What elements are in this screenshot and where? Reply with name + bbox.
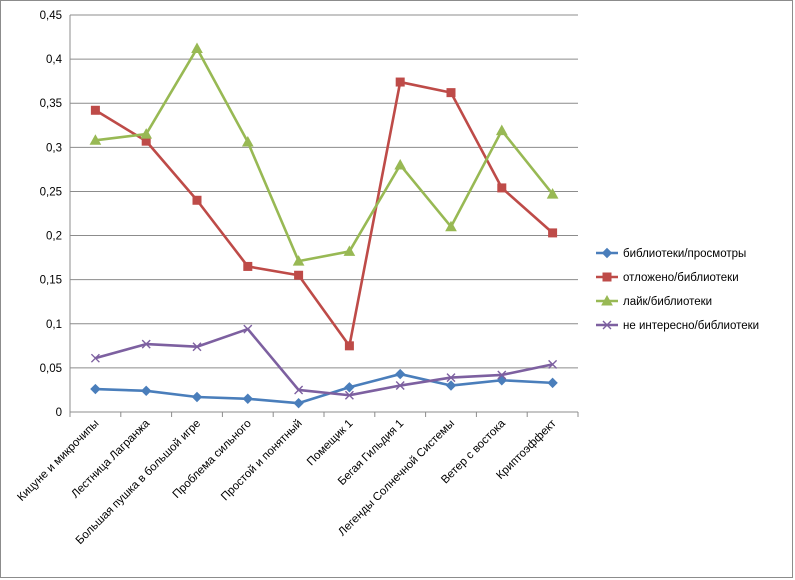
data-point bbox=[546, 188, 559, 199]
data-point bbox=[89, 134, 102, 145]
data-point bbox=[192, 342, 202, 352]
legend-marker bbox=[601, 247, 613, 259]
legend-item: библиотеки/просмотры bbox=[596, 247, 746, 260]
series-line bbox=[95, 372, 553, 405]
data-point bbox=[344, 390, 354, 400]
data-point bbox=[446, 373, 456, 383]
y-tick-label: 0,15 bbox=[40, 275, 62, 287]
data-point bbox=[445, 220, 457, 232]
series-line bbox=[94, 80, 554, 348]
data-point bbox=[191, 42, 203, 54]
y-tick-label: 0,1 bbox=[46, 319, 62, 331]
data-point bbox=[495, 124, 508, 136]
data-point bbox=[241, 136, 254, 147]
data-point bbox=[445, 380, 457, 391]
data-point bbox=[192, 195, 202, 205]
legend-item: не интересно/библиотеки bbox=[596, 320, 759, 332]
y-tick-label: 0,2 bbox=[46, 231, 62, 243]
data-point bbox=[547, 377, 558, 389]
data-point bbox=[294, 270, 304, 280]
legend: библиотеки/просмотры отложено/библиотеки л… bbox=[596, 247, 759, 332]
data-point bbox=[140, 385, 152, 397]
data-point bbox=[548, 359, 558, 369]
data-point bbox=[394, 368, 406, 380]
data-point bbox=[294, 385, 304, 395]
y-tick-label: 0,45 bbox=[40, 10, 62, 22]
legend-item: отложено/библиотеки bbox=[596, 272, 739, 284]
data-point bbox=[343, 245, 356, 256]
series-2 bbox=[90, 77, 558, 351]
legend-label: библиотеки/просмотры bbox=[623, 248, 746, 260]
data-point bbox=[344, 341, 354, 351]
series-3 bbox=[89, 42, 559, 266]
data-point bbox=[344, 382, 355, 393]
data-point bbox=[243, 261, 253, 271]
data-point bbox=[446, 88, 456, 98]
y-tick-label: 0,4 bbox=[46, 54, 63, 66]
y-tick-label: 0,3 bbox=[46, 142, 62, 154]
series-4 bbox=[90, 324, 558, 400]
data-point bbox=[394, 158, 407, 170]
legend-item: лайк/библиотеки bbox=[596, 294, 712, 308]
series-line bbox=[95, 327, 553, 397]
x-tick-label: Помещик 1 bbox=[305, 418, 356, 469]
x-tick-label: Кицуне и микрочипы bbox=[15, 418, 101, 504]
legend-marker bbox=[602, 272, 612, 282]
data-point bbox=[293, 397, 304, 409]
data-point bbox=[243, 324, 253, 334]
y-tick-label: 0 bbox=[56, 407, 62, 419]
legend-label: не интересно/библиотеки bbox=[623, 320, 759, 332]
data-point bbox=[90, 383, 101, 395]
legend-label: лайк/библиотеки bbox=[623, 296, 712, 308]
y-tick-label: 0,25 bbox=[40, 186, 62, 198]
data-point bbox=[395, 77, 405, 87]
data-point bbox=[548, 228, 558, 238]
legend-marker bbox=[602, 320, 612, 330]
data-point bbox=[90, 353, 100, 363]
data-point bbox=[140, 128, 153, 139]
legend-marker bbox=[601, 294, 613, 306]
data-point bbox=[292, 255, 305, 266]
data-point bbox=[191, 391, 203, 403]
data-point bbox=[497, 370, 507, 380]
series-line bbox=[95, 47, 554, 263]
data-point bbox=[395, 381, 405, 391]
data-point bbox=[242, 393, 254, 404]
legend-label: отложено/библиотеки bbox=[623, 272, 739, 284]
y-tick-label: 0,05 bbox=[40, 363, 62, 375]
data-point bbox=[497, 183, 507, 193]
data-point bbox=[141, 339, 151, 349]
y-gridlines bbox=[70, 14, 578, 413]
data-point bbox=[496, 375, 508, 386]
y-tick-label: 0,35 bbox=[40, 98, 62, 110]
data-point bbox=[90, 105, 100, 115]
